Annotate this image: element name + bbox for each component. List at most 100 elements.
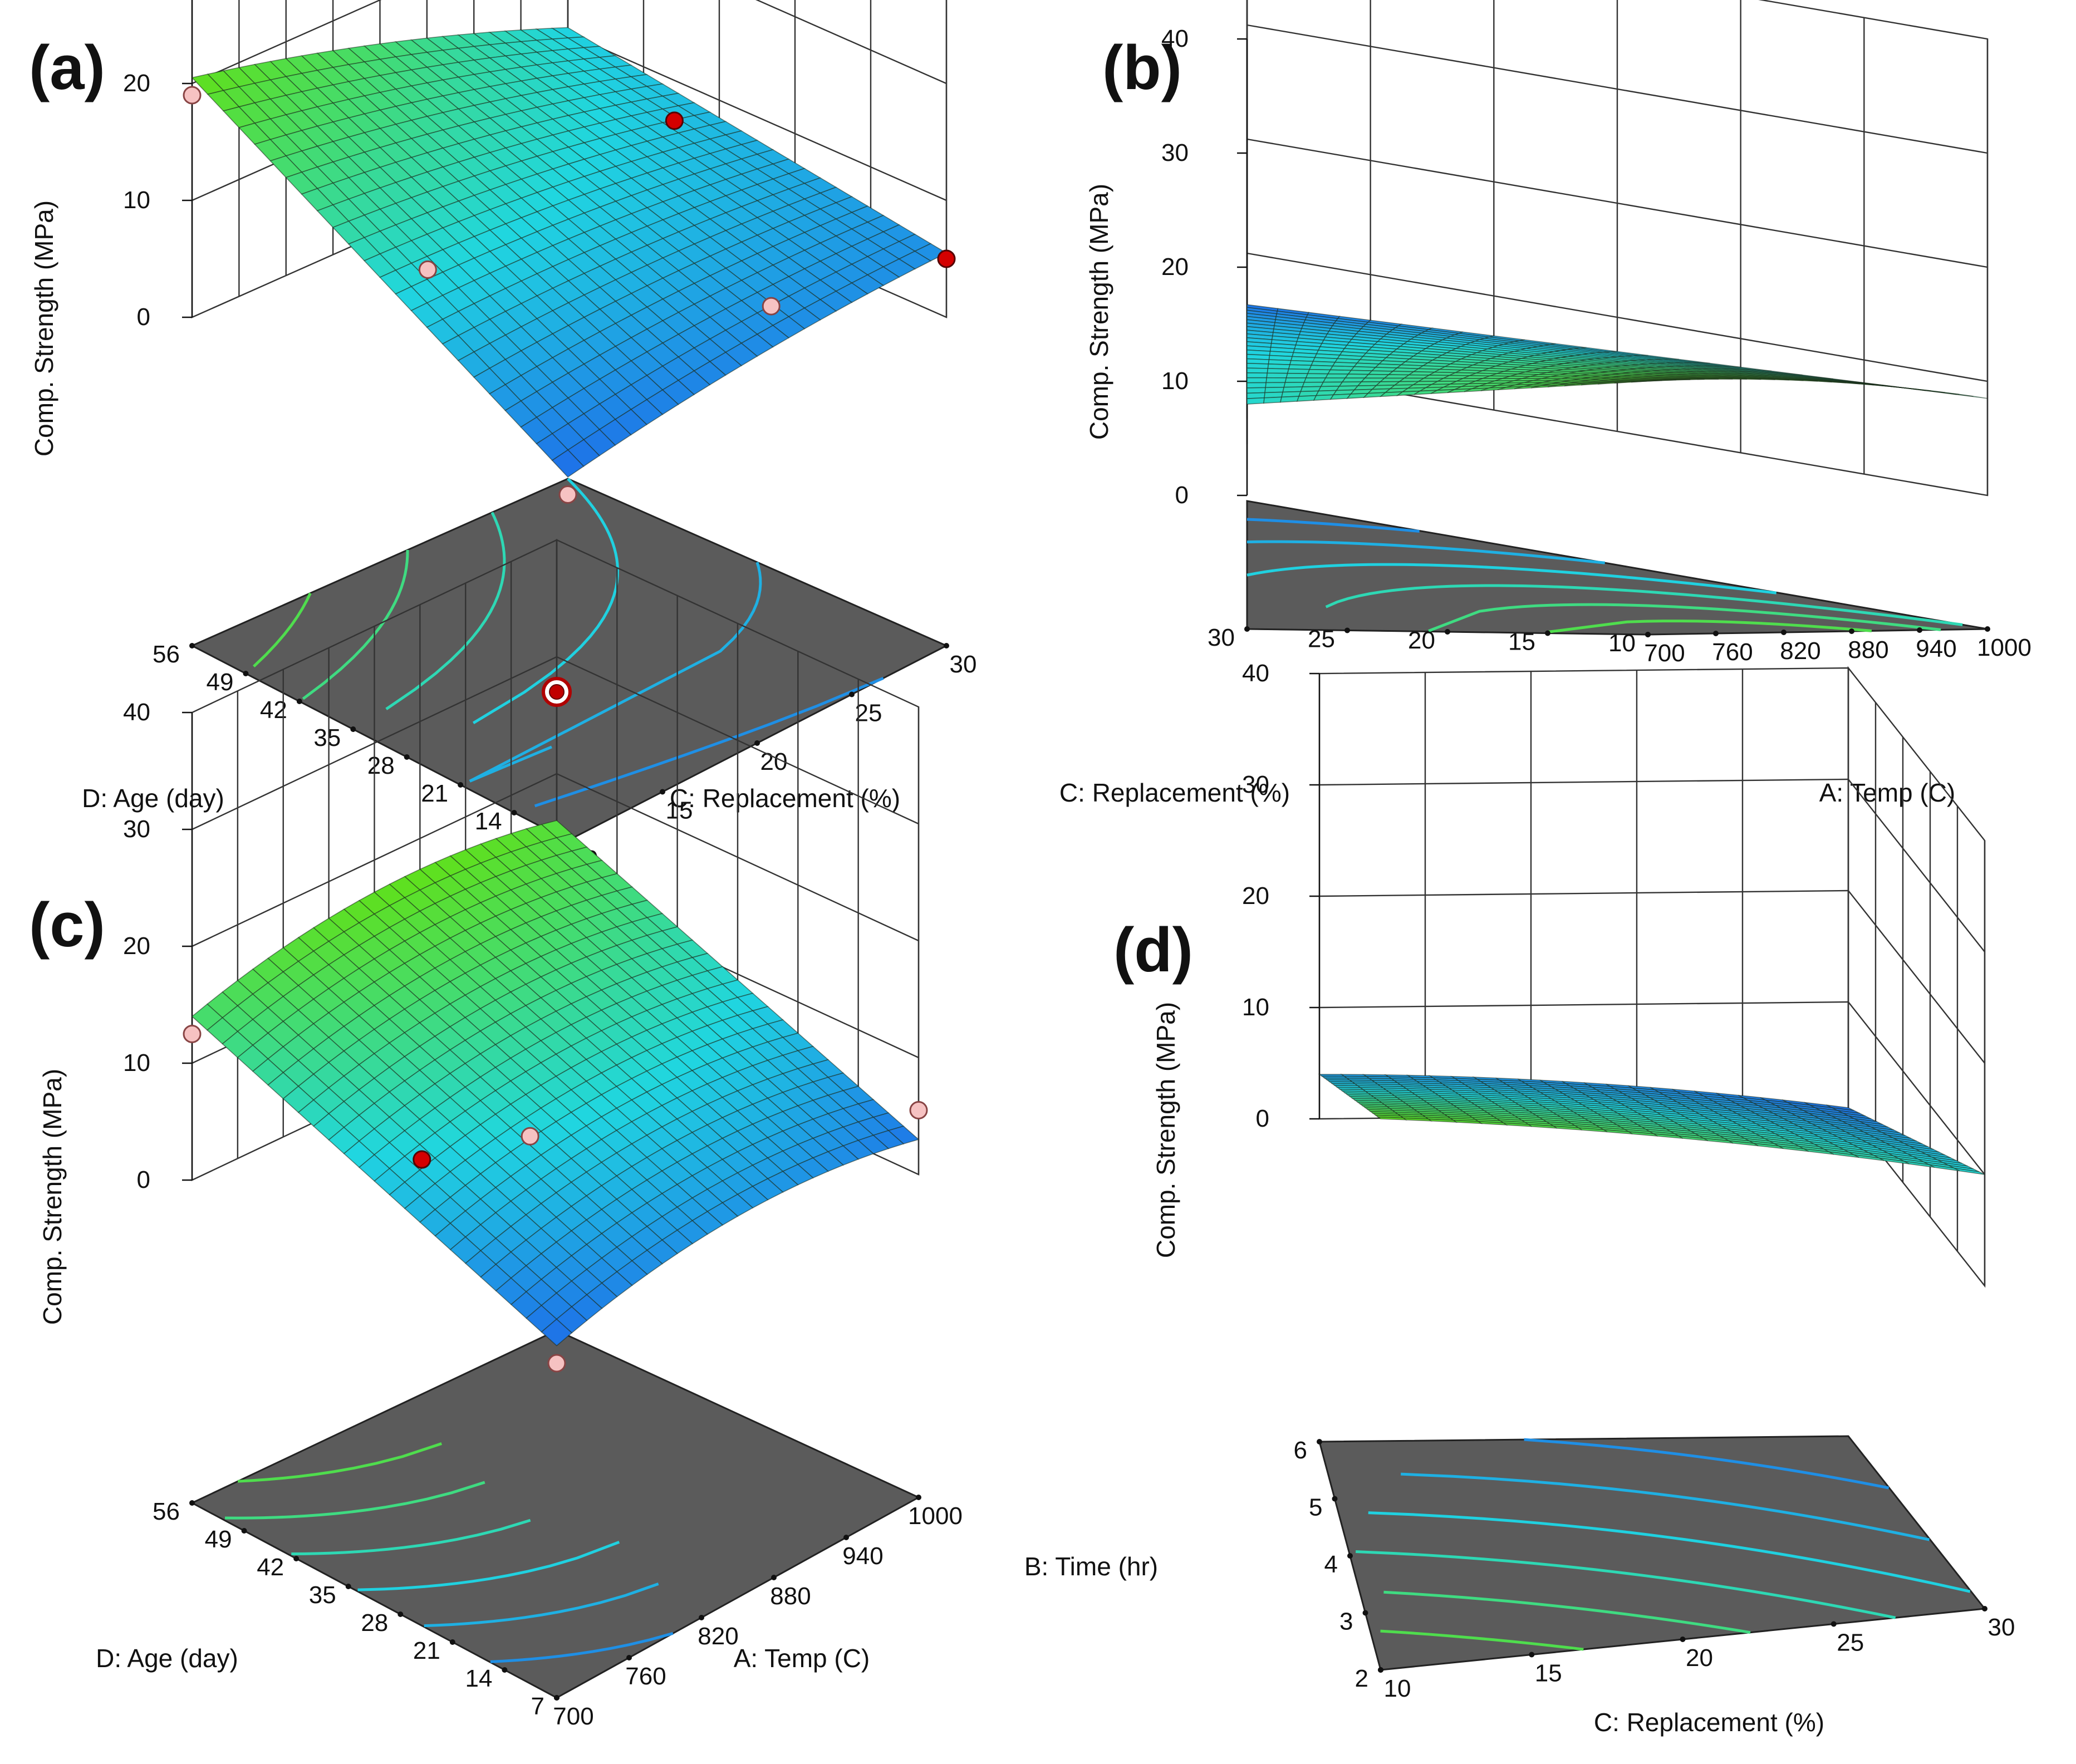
z-tick-label: 10 bbox=[123, 186, 150, 214]
design-point-above bbox=[418, 260, 437, 279]
y-tick-mark bbox=[458, 782, 464, 788]
contour-line bbox=[1428, 603, 1941, 632]
wall-gridline bbox=[1848, 890, 1985, 1064]
x-tick-label: 940 bbox=[842, 1542, 883, 1570]
y-tick-label: 49 bbox=[206, 669, 233, 696]
y-tick-mark bbox=[554, 1695, 560, 1701]
back-walls bbox=[1246, 0, 1989, 497]
surface-cell bbox=[1246, 382, 1267, 389]
x-tick-mark bbox=[1917, 627, 1922, 633]
y-tick-mark bbox=[449, 1639, 455, 1645]
y-tick-label: 15 bbox=[1508, 628, 1535, 656]
y-tick-mark bbox=[296, 699, 302, 704]
panel-label: (a) bbox=[29, 33, 105, 102]
panel-c: 0 10 20 30 40 Comp. Strength (MPa) 700 760 820 88… bbox=[29, 539, 963, 1730]
x-tick-label: 20 bbox=[1686, 1644, 1713, 1672]
z-tick-label: 20 bbox=[1242, 882, 1269, 910]
surface-cell bbox=[1267, 368, 1289, 374]
surface-cell bbox=[541, 1318, 573, 1347]
z-axis-title: Comp. Strength (MPa) bbox=[1084, 184, 1113, 440]
contour-line bbox=[1548, 620, 1872, 633]
wall-gridline bbox=[1319, 778, 1849, 786]
x-tick-label: 760 bbox=[1712, 638, 1753, 666]
y-tick-mark bbox=[404, 754, 410, 760]
panel-label: (b) bbox=[1102, 33, 1182, 102]
x-tick-label: 1000 bbox=[1977, 634, 2031, 661]
contour-line bbox=[291, 1519, 531, 1556]
y-tick-mark bbox=[1317, 1439, 1322, 1444]
panel-label: (d) bbox=[1113, 915, 1193, 985]
floor-contours bbox=[1246, 518, 1963, 633]
contour-floor bbox=[1246, 500, 1988, 636]
y-tick-mark bbox=[1332, 1496, 1338, 1502]
y-tick-label: 35 bbox=[313, 724, 341, 751]
y-tick-label: 5 bbox=[1309, 1494, 1322, 1521]
x-tick-label: 700 bbox=[1644, 640, 1685, 667]
contour-line bbox=[1380, 1629, 1584, 1651]
y-tick-label: 6 bbox=[1294, 1437, 1307, 1464]
x-tick-label: 700 bbox=[553, 1703, 593, 1730]
z-tick-label: 40 bbox=[1242, 660, 1269, 687]
contour-line bbox=[1246, 540, 1605, 564]
x-tick-label: 15 bbox=[1535, 1660, 1562, 1687]
contour-line bbox=[302, 549, 409, 700]
x-tick-mark bbox=[1849, 628, 1854, 634]
surface-cell bbox=[1279, 396, 1300, 403]
z-tick-label: 40 bbox=[1161, 25, 1189, 52]
contour-line bbox=[1524, 1438, 1889, 1490]
x-tick-label: 760 bbox=[625, 1663, 666, 1690]
wall-gridline bbox=[192, 0, 382, 85]
x-tick-label: 15 bbox=[666, 797, 693, 824]
x-tick-label: 25 bbox=[1837, 1629, 1864, 1657]
design-point-above bbox=[183, 86, 202, 105]
contour-floor bbox=[190, 1329, 921, 1699]
x-tick-label: 820 bbox=[698, 1623, 738, 1650]
surface-cell bbox=[1246, 372, 1268, 379]
z-tick-label: 20 bbox=[1161, 253, 1189, 281]
z-tick-label: 10 bbox=[1161, 367, 1189, 395]
contour-line bbox=[469, 562, 762, 783]
wall-gridline bbox=[567, 32, 947, 202]
z-tick-label: 10 bbox=[123, 1049, 150, 1077]
surface-cell bbox=[1246, 367, 1269, 374]
design-point-above bbox=[521, 1127, 539, 1146]
surface-cell bbox=[1324, 373, 1349, 379]
y-tick-label: 30 bbox=[1208, 624, 1235, 651]
z-tick-label: 30 bbox=[1161, 139, 1189, 166]
surface-cell bbox=[551, 449, 585, 478]
response-surface bbox=[1318, 1074, 1985, 1175]
y-tick-label: 28 bbox=[361, 1609, 388, 1637]
x-tick-mark bbox=[1713, 631, 1719, 636]
x-tick-mark bbox=[1830, 1621, 1837, 1627]
response-surface bbox=[191, 820, 920, 1347]
contour-line bbox=[253, 592, 312, 668]
x-tick-mark bbox=[660, 789, 665, 795]
x-tick-label: 30 bbox=[1988, 1614, 2015, 1641]
x-tick-label: 880 bbox=[770, 1583, 811, 1610]
z-axis-title: Comp. Strength (MPa) bbox=[1151, 1002, 1180, 1258]
contour-line bbox=[1325, 584, 1963, 626]
design-point-above bbox=[183, 1025, 202, 1043]
y-tick-mark bbox=[1645, 632, 1651, 637]
y-tick-label: 14 bbox=[465, 1665, 492, 1692]
x-tick-label: 880 bbox=[1848, 636, 1888, 664]
contour-line bbox=[1246, 518, 1420, 533]
y-tick-label: 3 bbox=[1339, 1608, 1353, 1635]
design-point-target-center bbox=[549, 684, 565, 700]
y-tick-mark bbox=[397, 1611, 404, 1617]
y-tick-label: 2 bbox=[1355, 1665, 1368, 1692]
response-surface bbox=[1246, 304, 1988, 405]
wall-gridline bbox=[1848, 1001, 1985, 1175]
panel-label: (c) bbox=[29, 890, 105, 960]
y-tick-mark bbox=[243, 671, 249, 676]
contour-line bbox=[424, 1582, 659, 1628]
y-tick-mark bbox=[1347, 1553, 1353, 1559]
y-axis-title: D: Age (day) bbox=[82, 784, 224, 813]
contour-line bbox=[490, 1632, 674, 1663]
y-tick-label: 49 bbox=[205, 1526, 232, 1553]
y-tick-mark bbox=[1362, 1610, 1368, 1616]
y-tick-label: 21 bbox=[413, 1637, 440, 1664]
surface-cell bbox=[1263, 396, 1283, 404]
surface-cell bbox=[1303, 377, 1327, 383]
contour-line bbox=[385, 512, 506, 710]
